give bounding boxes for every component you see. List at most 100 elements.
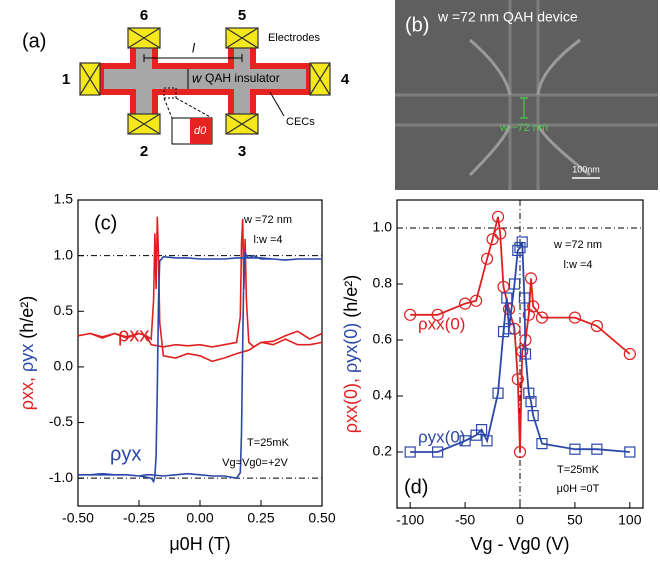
width-marker <box>520 97 528 119</box>
bar-label: QAH insulator <box>205 71 280 85</box>
marker <box>516 345 529 358</box>
marker <box>527 300 540 313</box>
terminal-label: 3 <box>238 143 246 160</box>
y-tick-label: 0.4 <box>373 387 393 403</box>
panel-label: (d) <box>404 476 428 498</box>
marker <box>514 242 526 254</box>
marker <box>623 347 636 361</box>
x-tick-label: 0 <box>516 512 524 528</box>
y-axis-label-part: ρxx, <box>17 377 37 410</box>
y-tick-label: 0.5 <box>54 302 74 318</box>
y-axis-label-part: ρyx(0) <box>341 323 361 373</box>
marker <box>458 297 472 310</box>
terminal-label: 6 <box>140 7 148 24</box>
marker <box>475 424 488 436</box>
x-axis-label: μ0H (T) <box>169 534 230 554</box>
y-tick-label: -0.5 <box>49 413 73 429</box>
x-axis-label: Vg - Vg0 (V) <box>470 534 569 554</box>
legend-label: ρxx <box>118 324 149 346</box>
marker <box>527 410 539 422</box>
zoom-box <box>163 87 177 99</box>
series-line <box>77 216 323 363</box>
marker <box>513 445 527 459</box>
annotation: T=25mK <box>247 437 290 449</box>
marker <box>512 244 524 256</box>
y-axis-label-part: (h/e²) <box>17 296 37 339</box>
arm-core <box>234 48 250 114</box>
x-tick-label: -0.50 <box>62 510 94 526</box>
marker <box>569 443 581 455</box>
marker <box>502 303 516 316</box>
x-tick-label: 50 <box>567 512 583 528</box>
x-tick-label: -50 <box>455 512 475 528</box>
marker <box>508 278 521 290</box>
y-tick-label: 0.0 <box>54 358 74 374</box>
panel-label: (b) <box>405 14 429 36</box>
marker <box>459 435 471 447</box>
marker <box>535 311 549 324</box>
marker <box>491 210 505 223</box>
marker <box>568 311 582 324</box>
annotation: T=25mK <box>557 464 600 476</box>
terminal-label: 5 <box>238 7 246 24</box>
y-axis-label: ρxx(0), ρyx(0) (h/e²) <box>341 275 361 434</box>
x-tick-label: -0.25 <box>123 510 155 526</box>
marker <box>518 292 530 304</box>
marker <box>492 387 504 399</box>
chart: -0.50 -0.25 0.00 0.25 0.50 -1.0 -0.5 0.0 0.5 1.0 1… <box>17 191 336 554</box>
marker <box>432 446 444 458</box>
y-tick-label: 0.2 <box>373 443 393 459</box>
marker <box>404 446 416 458</box>
edge-label: CECs <box>286 116 315 128</box>
edge-pointer <box>269 91 285 117</box>
marker <box>524 272 538 285</box>
marker <box>404 308 417 321</box>
terminal-label: 1 <box>62 71 70 88</box>
y-tick-label: 1.0 <box>54 246 74 262</box>
legend-label: ρyx <box>110 443 141 465</box>
series-line <box>78 252 322 484</box>
legend-label: ρyx(0) <box>418 427 465 446</box>
y-tick-label: 1.0 <box>373 219 393 235</box>
inset-label: d0 <box>194 125 207 137</box>
sem-image: (b) w =72 nm QAH device w ~72 nm 100nm <box>395 0 658 190</box>
marker <box>523 387 535 399</box>
y-tick-label: 0.8 <box>373 275 393 291</box>
image-features <box>468 38 591 177</box>
marker <box>501 292 513 304</box>
annotation: l:w =4 <box>563 259 592 271</box>
y-axis-label-part: ρxx(0), <box>341 378 361 433</box>
length-marker <box>143 54 243 62</box>
width-label: w <box>192 70 203 85</box>
terminal-label: 4 <box>341 71 350 88</box>
annotation: Vg=Vg0=+2V <box>222 457 288 469</box>
y-tick-label: 1.5 <box>54 191 74 207</box>
legend-label: ρxx(0) <box>418 314 465 333</box>
annotation: w =72 nm <box>553 239 602 251</box>
x-tick-label: -100 <box>396 512 424 528</box>
marker <box>469 294 483 307</box>
y-axis-label-part: (h/e²) <box>341 275 361 318</box>
annotation: μ0H =0T <box>557 483 600 495</box>
x-tick-label: 100 <box>618 512 642 528</box>
marker <box>624 446 636 458</box>
marker <box>591 443 603 455</box>
x-tick-label: 0.00 <box>186 510 213 526</box>
panel-label: (a) <box>22 30 46 52</box>
charts: -0.50 -0.25 0.00 0.25 0.50 -1.0 -0.5 0.0 0.5 1.0 1… <box>17 191 644 554</box>
electrode-label: Electrodes <box>268 32 320 44</box>
marker <box>511 373 524 386</box>
marker <box>480 252 494 265</box>
marker <box>431 308 444 321</box>
y-axis-label-part: ρyx <box>17 344 37 372</box>
y-axis-label: ρxx, ρyx (h/e²) <box>17 296 37 411</box>
marker <box>590 319 603 333</box>
annotation: l:w =4 <box>253 234 282 246</box>
inset-edge <box>190 118 212 144</box>
x-tick-label: 0.50 <box>308 510 335 526</box>
marker <box>516 236 528 248</box>
series-line <box>410 241 630 453</box>
marker <box>494 227 507 240</box>
chart: -100 -50 0 50 100 0.2 0.4 0.6 0.8 1.0 ρxx(0) ρyx(0)… <box>341 199 644 554</box>
